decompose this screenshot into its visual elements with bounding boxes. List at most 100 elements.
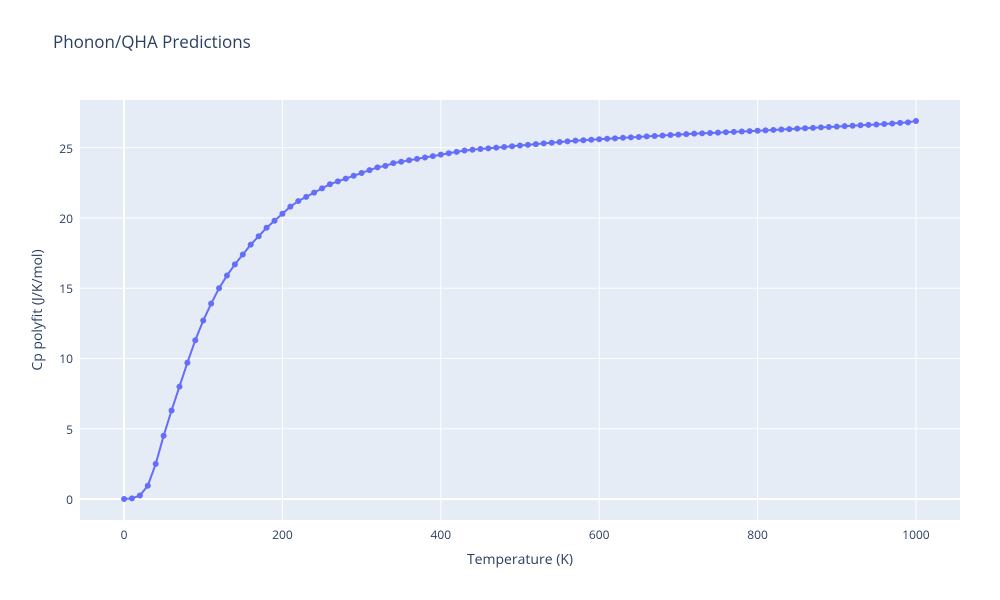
data-marker[interactable] (533, 141, 539, 147)
data-marker[interactable] (683, 131, 689, 137)
data-marker[interactable] (454, 149, 460, 155)
data-marker[interactable] (715, 130, 721, 136)
data-marker[interactable] (755, 128, 761, 134)
data-marker[interactable] (572, 138, 578, 144)
data-marker[interactable] (897, 120, 903, 126)
data-marker[interactable] (501, 144, 507, 150)
data-marker[interactable] (121, 496, 127, 502)
data-marker[interactable] (810, 125, 816, 131)
data-marker[interactable] (644, 133, 650, 139)
data-marker[interactable] (612, 135, 618, 141)
data-marker[interactable] (176, 384, 182, 390)
data-marker[interactable] (660, 133, 666, 139)
data-marker[interactable] (248, 242, 254, 248)
data-marker[interactable] (731, 129, 737, 135)
data-marker[interactable] (129, 495, 135, 501)
data-marker[interactable] (525, 142, 531, 148)
data-marker[interactable] (763, 127, 769, 133)
data-marker[interactable] (192, 337, 198, 343)
data-marker[interactable] (865, 122, 871, 128)
data-marker[interactable] (842, 123, 848, 129)
data-marker[interactable] (406, 157, 412, 163)
data-marker[interactable] (430, 153, 436, 159)
data-marker[interactable] (351, 173, 357, 179)
data-marker[interactable] (279, 211, 285, 217)
data-marker[interactable] (747, 128, 753, 134)
data-marker[interactable] (390, 160, 396, 166)
data-marker[interactable] (335, 178, 341, 184)
data-marker[interactable] (802, 125, 808, 131)
data-marker[interactable] (826, 124, 832, 130)
data-marker[interactable] (786, 126, 792, 132)
data-marker[interactable] (287, 204, 293, 210)
data-marker[interactable] (359, 170, 365, 176)
data-marker[interactable] (153, 461, 159, 467)
data-marker[interactable] (858, 122, 864, 128)
plot-area[interactable] (80, 100, 960, 520)
data-marker[interactable] (224, 273, 230, 279)
data-marker[interactable] (184, 360, 190, 366)
data-marker[interactable] (778, 127, 784, 133)
data-marker[interactable] (873, 121, 879, 127)
data-marker[interactable] (446, 150, 452, 156)
data-marker[interactable] (367, 167, 373, 173)
data-marker[interactable] (169, 408, 175, 414)
data-marker[interactable] (604, 136, 610, 142)
data-marker[interactable] (881, 121, 887, 127)
data-marker[interactable] (485, 145, 491, 151)
data-marker[interactable] (667, 132, 673, 138)
data-marker[interactable] (636, 134, 642, 140)
data-marker[interactable] (905, 119, 911, 125)
data-marker[interactable] (493, 145, 499, 151)
data-marker[interactable] (327, 181, 333, 187)
data-marker[interactable] (541, 140, 547, 146)
data-marker[interactable] (414, 156, 420, 162)
data-marker[interactable] (675, 132, 681, 138)
data-marker[interactable] (137, 493, 143, 499)
data-marker[interactable] (549, 140, 555, 146)
data-marker[interactable] (691, 131, 697, 137)
data-marker[interactable] (161, 433, 167, 439)
data-marker[interactable] (509, 143, 515, 149)
data-marker[interactable] (818, 124, 824, 130)
data-marker[interactable] (723, 129, 729, 135)
data-marker[interactable] (596, 136, 602, 142)
data-marker[interactable] (343, 176, 349, 182)
data-marker[interactable] (565, 138, 571, 144)
data-marker[interactable] (652, 133, 658, 139)
data-marker[interactable] (422, 154, 428, 160)
data-marker[interactable] (889, 120, 895, 126)
data-marker[interactable] (517, 143, 523, 149)
data-marker[interactable] (295, 198, 301, 204)
data-marker[interactable] (145, 483, 151, 489)
data-marker[interactable] (477, 146, 483, 152)
data-marker[interactable] (438, 152, 444, 158)
data-marker[interactable] (628, 134, 634, 140)
data-marker[interactable] (588, 137, 594, 143)
data-marker[interactable] (620, 135, 626, 141)
data-marker[interactable] (382, 163, 388, 169)
data-marker[interactable] (834, 124, 840, 130)
data-marker[interactable] (256, 233, 262, 239)
data-marker[interactable] (580, 137, 586, 143)
data-marker[interactable] (398, 159, 404, 165)
data-marker[interactable] (794, 126, 800, 132)
data-marker[interactable] (374, 164, 380, 170)
data-marker[interactable] (271, 218, 277, 224)
data-marker[interactable] (264, 225, 270, 231)
data-marker[interactable] (319, 185, 325, 191)
data-marker[interactable] (770, 127, 776, 133)
data-marker[interactable] (216, 285, 222, 291)
data-marker[interactable] (208, 301, 214, 307)
data-marker[interactable] (557, 139, 563, 145)
data-marker[interactable] (232, 261, 238, 267)
data-marker[interactable] (699, 130, 705, 136)
data-marker[interactable] (462, 147, 468, 153)
data-marker[interactable] (739, 128, 745, 134)
data-marker[interactable] (200, 318, 206, 324)
data-marker[interactable] (311, 190, 317, 196)
data-marker[interactable] (303, 194, 309, 200)
data-marker[interactable] (850, 123, 856, 129)
data-marker[interactable] (240, 251, 246, 257)
data-marker[interactable] (913, 118, 919, 124)
